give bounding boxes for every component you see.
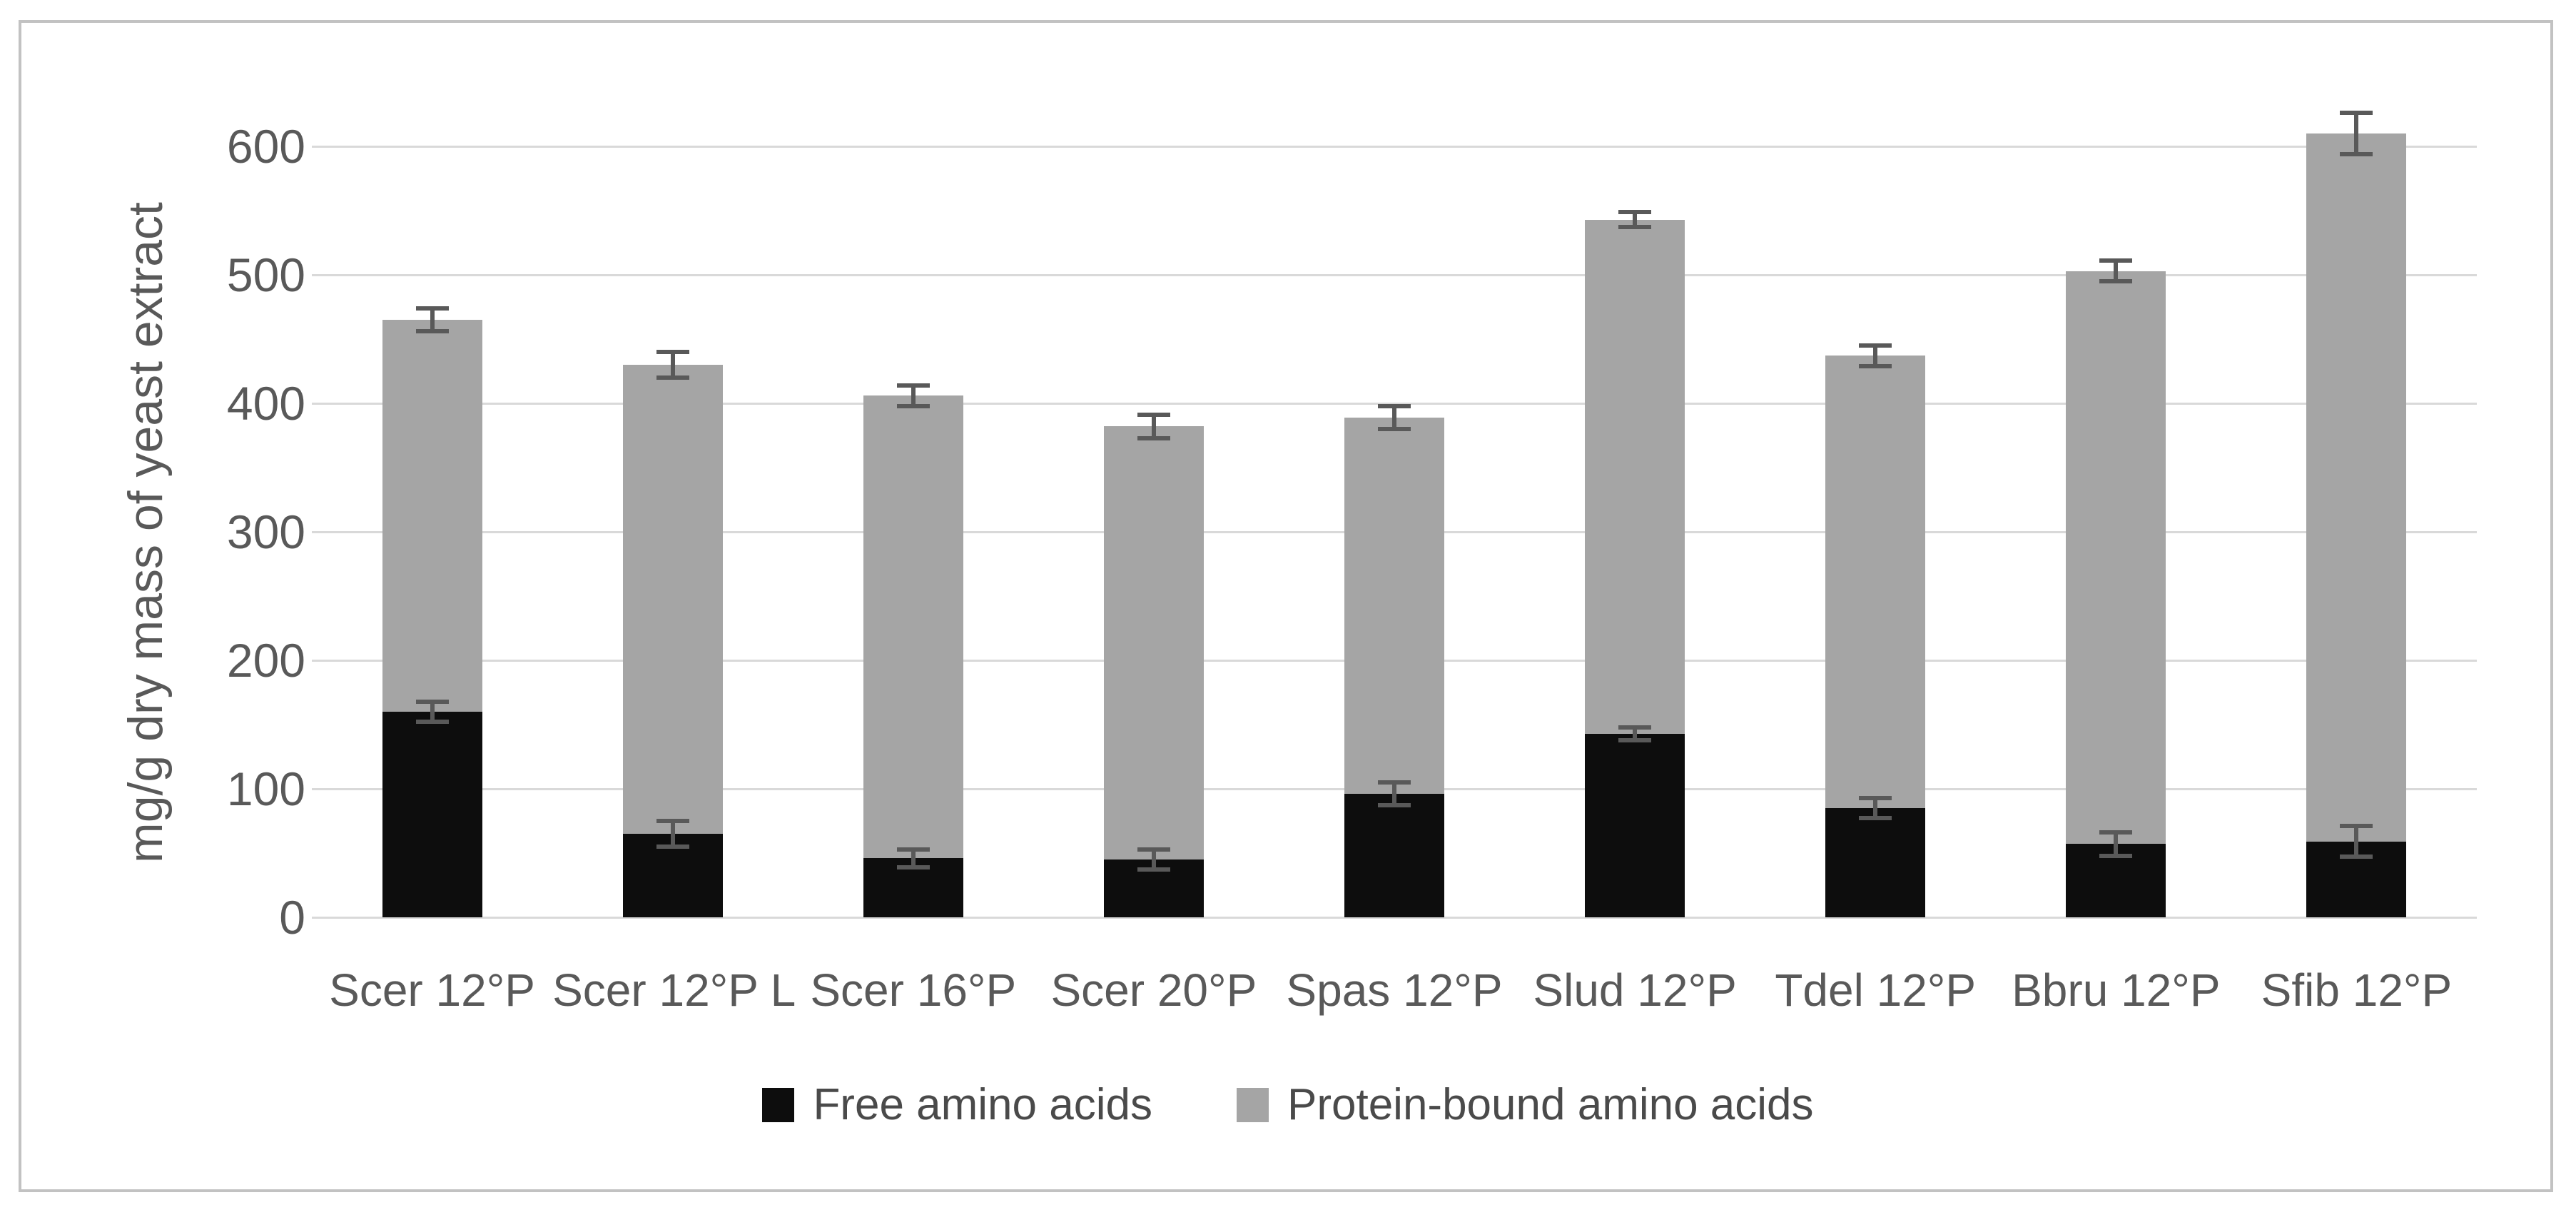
error-bar-cap — [2340, 151, 2373, 156]
error-bar-cap — [415, 720, 449, 725]
legend-label-free: Free amino acids — [813, 1080, 1152, 1129]
error-bar-cap — [2340, 824, 2373, 829]
bar-segment-protein-bound — [863, 395, 963, 859]
x-tick-label: Scer 20°P — [1050, 964, 1257, 1016]
error-bar-cap — [1378, 403, 1411, 408]
gridline — [312, 274, 2477, 276]
error-bar-cap — [1618, 225, 1652, 230]
y-tick-label: 500 — [226, 248, 305, 301]
error-bar-cap — [1859, 816, 1892, 821]
x-tick-label: Tdel 12°P — [1775, 964, 1977, 1016]
error-bar-line — [670, 821, 675, 847]
error-bar-line — [1392, 782, 1396, 806]
error-bar-line — [430, 701, 435, 722]
bar-segment-protein-bound — [382, 320, 482, 712]
x-tick-label: Slud 12°P — [1533, 964, 1737, 1016]
bar-segment-free — [1585, 733, 1685, 917]
error-bar-cap — [896, 383, 930, 388]
error-bar-line — [1151, 415, 1156, 438]
error-bar-cap — [1137, 413, 1170, 418]
legend-item-free: Free amino acids — [762, 1079, 1152, 1130]
error-bar-line — [911, 385, 916, 406]
gridline — [312, 146, 2477, 148]
error-bar-cap — [1618, 209, 1652, 214]
error-bar-cap — [2340, 854, 2373, 859]
legend-swatch-free-icon — [762, 1087, 795, 1122]
x-tick-label: Scer 16°P — [810, 964, 1017, 1016]
error-bar-cap — [1859, 363, 1892, 368]
error-bar-cap — [1378, 780, 1411, 785]
y-tick-label: 0 — [279, 891, 305, 944]
error-bar-cap — [2099, 853, 2133, 858]
bar-segment-protein-bound — [1103, 426, 1204, 859]
x-tick-label: Scer 12°P — [329, 964, 535, 1016]
error-bar-line — [1873, 797, 1878, 819]
bar-segment-protein-bound — [1825, 356, 1926, 808]
y-tick-label: 400 — [226, 377, 305, 430]
error-bar-cap — [1378, 803, 1411, 808]
bar-segment-protein-bound — [622, 365, 723, 834]
error-bar-cap — [656, 375, 689, 380]
legend-label-bound: Protein-bound amino acids — [1287, 1080, 1814, 1129]
error-bar-line — [1633, 727, 1638, 740]
error-bar-line — [1873, 346, 1878, 366]
bar-segment-free — [1344, 794, 1444, 917]
error-bar-cap — [656, 845, 689, 849]
gridline — [312, 917, 2477, 919]
bar-segment-protein-bound — [1585, 219, 1685, 734]
error-bar-cap — [656, 819, 689, 823]
error-bar-line — [911, 849, 916, 867]
y-tick-label: 600 — [226, 120, 305, 173]
x-tick-label: Bbru 12°P — [2012, 964, 2221, 1016]
error-bar-line — [670, 352, 675, 378]
legend: Free amino acids Protein-bound amino aci… — [0, 1079, 2576, 1130]
error-bar-cap — [1137, 867, 1170, 872]
error-bar-cap — [1378, 427, 1411, 431]
y-tick-label: 300 — [226, 505, 305, 558]
gridline — [312, 403, 2477, 405]
error-bar-cap — [2340, 111, 2373, 116]
error-bar-cap — [1859, 795, 1892, 800]
error-bar-cap — [1137, 435, 1170, 440]
x-tick-label: Spas 12°P — [1286, 964, 1503, 1016]
error-bar-cap — [896, 403, 930, 408]
bar-segment-protein-bound — [2306, 133, 2407, 842]
error-bar-cap — [415, 329, 449, 334]
bar-segment-protein-bound — [2066, 271, 2166, 845]
error-bar-cap — [1859, 343, 1892, 348]
error-bar-line — [1633, 211, 1638, 228]
error-bar-cap — [2099, 258, 2133, 263]
error-bar-cap — [896, 847, 930, 852]
error-bar-line — [1392, 405, 1396, 429]
error-bar-line — [1151, 849, 1156, 870]
error-bar-cap — [1137, 847, 1170, 852]
y-tick-label: 200 — [226, 634, 305, 687]
bar-segment-protein-bound — [1344, 417, 1444, 795]
error-bar-line — [2354, 113, 2359, 154]
error-bar-line — [2114, 832, 2119, 856]
error-bar-cap — [896, 864, 930, 869]
error-bar-cap — [1618, 737, 1652, 742]
error-bar-line — [2114, 261, 2119, 281]
error-bar-cap — [2099, 279, 2133, 283]
error-bar-cap — [2099, 830, 2133, 835]
error-bar-cap — [415, 699, 449, 704]
legend-item-bound: Protein-bound amino acids — [1236, 1079, 1814, 1130]
error-bar-line — [2354, 826, 2359, 857]
bar-segment-free — [1825, 808, 1926, 917]
x-tick-label: Scer 12°P L — [552, 964, 796, 1016]
legend-swatch-bound-icon — [1236, 1087, 1269, 1122]
error-bar-line — [430, 308, 435, 332]
bar-segment-free — [382, 712, 482, 917]
error-bar-cap — [656, 350, 689, 354]
error-bar-cap — [415, 306, 449, 311]
error-bar-cap — [1618, 725, 1652, 730]
y-tick-label: 100 — [226, 762, 305, 815]
x-tick-label: Sfib 12°P — [2261, 964, 2453, 1016]
